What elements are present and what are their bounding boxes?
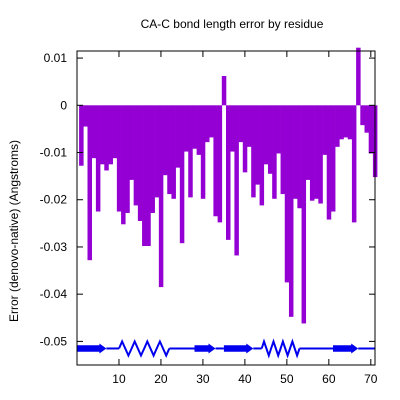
bar [108, 105, 113, 165]
bar [318, 105, 323, 204]
bar [188, 105, 193, 198]
bar [100, 105, 105, 165]
bar [146, 105, 151, 247]
x-tick-label: 70 [364, 372, 378, 386]
bar [179, 105, 185, 244]
bar [171, 105, 176, 199]
bar [259, 105, 265, 206]
strand-arrow [77, 343, 107, 354]
strand-arrow [223, 343, 254, 354]
bar [242, 105, 248, 173]
bar [184, 105, 189, 152]
y-tick-label: -0.05 [40, 334, 68, 348]
axis-ticks-group: 0.01 0 -0.01 -0.02 -0.03 -0.04 -0.05 10 20 30 40 50… [40, 51, 378, 386]
bar [221, 76, 227, 106]
y-tick-label: -0.04 [40, 287, 68, 301]
bar [192, 105, 197, 149]
bar [267, 105, 273, 174]
bar [335, 105, 340, 147]
bar [137, 105, 143, 221]
x-tick-label: 50 [280, 372, 294, 386]
bar [196, 105, 202, 155]
bar [209, 105, 214, 138]
bar [200, 105, 206, 199]
x-tick-label: 10 [112, 372, 126, 386]
y-tick-label: 0 [60, 98, 67, 112]
bar [347, 105, 353, 140]
secondary-structure-track [77, 338, 375, 359]
strand-arrow [333, 343, 359, 354]
bar [79, 105, 84, 166]
bar [276, 105, 281, 154]
bar [175, 105, 181, 168]
bar [158, 105, 164, 288]
bar [368, 105, 374, 154]
bar [104, 105, 109, 171]
bar [246, 105, 252, 147]
bar [314, 105, 319, 199]
bar [309, 105, 315, 201]
bar [87, 105, 92, 261]
bar [121, 105, 126, 225]
bar [217, 105, 223, 223]
bar [129, 105, 134, 180]
bar [343, 105, 349, 138]
bar [255, 105, 260, 185]
bar [301, 105, 307, 324]
bar [163, 105, 168, 176]
bar [272, 105, 277, 199]
bar [293, 105, 298, 199]
bar [213, 105, 218, 217]
bar [116, 105, 122, 212]
bar [150, 105, 155, 213]
bar [351, 105, 357, 223]
chart-title: CA-C bond length error by residue [141, 17, 324, 31]
x-tick-label: 30 [196, 372, 210, 386]
y-tick-label: -0.03 [40, 240, 68, 254]
bar [238, 105, 244, 143]
plot-frame [76, 50, 376, 366]
bar [125, 105, 130, 213]
bar [284, 105, 290, 283]
x-tick-label: 60 [322, 372, 336, 386]
helix-zigzag [260, 338, 301, 359]
bar [326, 105, 332, 220]
bar [330, 105, 336, 212]
y-tick-label: 0.01 [44, 51, 68, 65]
bar [226, 105, 231, 240]
bar [364, 105, 370, 133]
strand-arrow [194, 343, 216, 354]
bar [263, 105, 269, 165]
y-tick-label: -0.01 [40, 146, 68, 160]
bar [83, 105, 88, 127]
bar [112, 105, 118, 159]
bar [322, 105, 328, 155]
bar [251, 105, 256, 198]
bar [288, 105, 294, 317]
helix-zigzag [118, 339, 171, 358]
bar [91, 105, 97, 159]
bar [142, 105, 147, 247]
bar [297, 105, 302, 209]
bar [154, 105, 160, 198]
bar [360, 105, 365, 126]
bar [339, 105, 344, 140]
y-axis-title: Error (denovo-native) (Angstroms) [7, 140, 21, 322]
bar [95, 105, 101, 212]
bar [167, 105, 172, 195]
x-tick-label: 40 [238, 372, 252, 386]
bars-group [79, 47, 378, 324]
x-tick-label: 20 [154, 372, 168, 386]
bar [205, 105, 210, 143]
bar [356, 47, 361, 106]
bar [133, 105, 139, 206]
bar [234, 105, 239, 256]
bar [230, 105, 235, 152]
y-tick-label: -0.02 [40, 193, 68, 207]
bar [305, 105, 311, 180]
bar [280, 105, 286, 195]
